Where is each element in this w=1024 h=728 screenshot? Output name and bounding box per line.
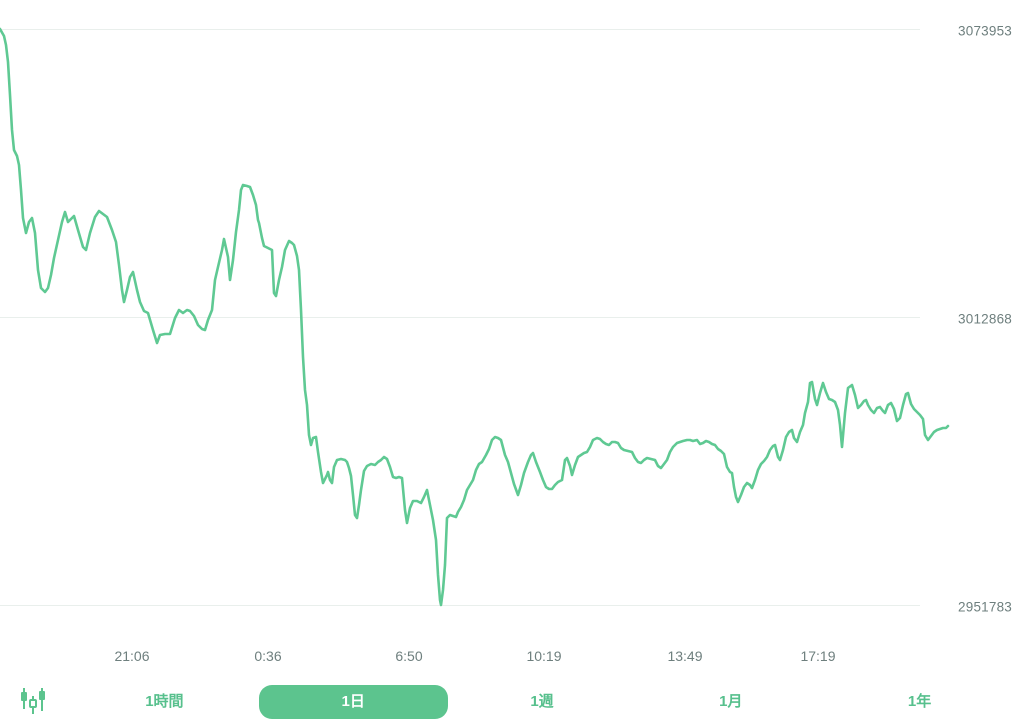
chart-type-toggle-button[interactable] [0, 684, 70, 720]
time-range-button-5[interactable]: 1年 [825, 685, 1014, 719]
x-axis-tick-label: 17:19 [800, 648, 836, 664]
y-gridline [0, 605, 920, 606]
x-axis-tick-label: 10:19 [526, 648, 562, 664]
time-range-button-2[interactable]: 1日 [258, 685, 448, 719]
x-axis-tick-label: 13:49 [667, 648, 703, 664]
y-axis-tick-label: 3073953 [958, 23, 1012, 39]
y-gridline [0, 29, 920, 30]
x-axis-tick-label: 0:36 [254, 648, 282, 664]
chart-toolbar: 1時間 1日 1週 1月 1年 [0, 684, 1024, 720]
time-range-button-1[interactable]: 1時間 [70, 685, 259, 719]
price-line-series [0, 27, 950, 607]
y-gridline [0, 317, 920, 318]
time-range-selector: 1時間 1日 1週 1月 1年 [70, 685, 1014, 719]
time-range-button-4[interactable]: 1月 [636, 685, 825, 719]
x-axis-tick-label: 6:50 [395, 648, 423, 664]
y-axis-tick-label: 3012868 [958, 311, 1012, 327]
price-chart[interactable]: 3073953 3012868 2951783 21:06 0:36 6:50 10:19… [0, 0, 1024, 672]
candlestick-icon [20, 687, 50, 718]
y-axis-tick-label: 2951783 [958, 599, 1012, 615]
time-range-button-3[interactable]: 1週 [448, 685, 637, 719]
x-axis-tick-label: 21:06 [114, 648, 150, 664]
price-line-chart[interactable] [0, 0, 1024, 672]
